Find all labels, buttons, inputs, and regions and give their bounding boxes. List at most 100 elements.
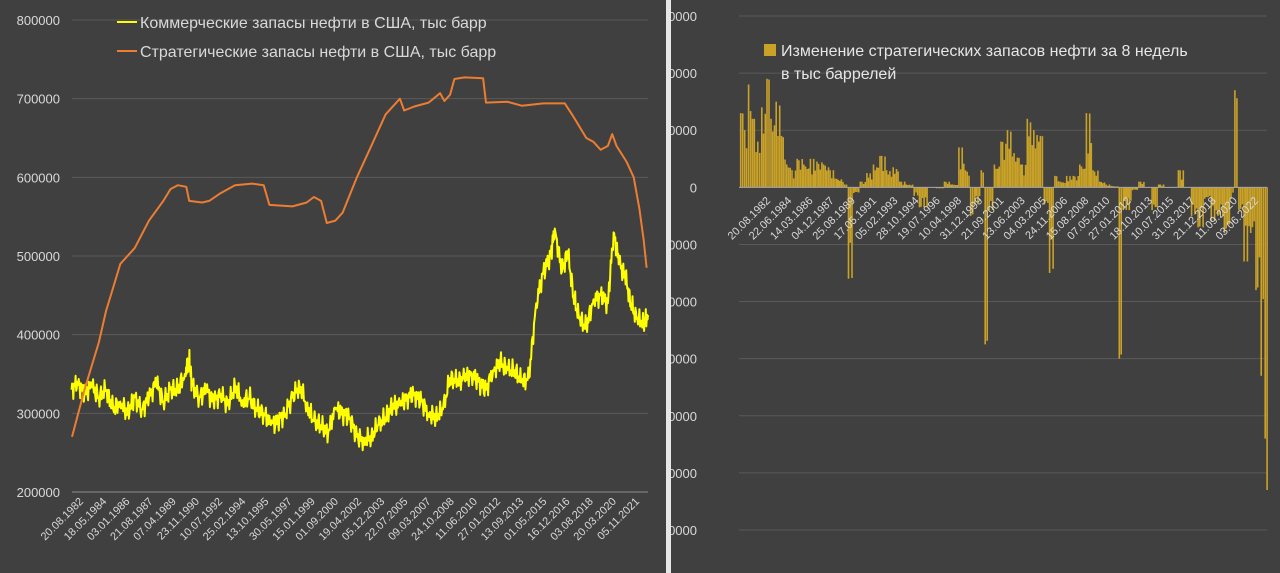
bar	[978, 187, 981, 197]
bar	[826, 170, 828, 188]
bar	[1246, 187, 1249, 262]
bar	[1236, 98, 1238, 188]
y-tick-label: 700000	[17, 92, 60, 107]
bar	[1190, 187, 1193, 216]
bar	[854, 187, 857, 192]
bar	[1157, 184, 1160, 188]
y-tick-label: 400000	[17, 328, 60, 343]
bar	[1065, 175, 1068, 188]
y-tick-label: 10000	[671, 123, 697, 138]
y-tick-label: -30000	[671, 352, 697, 367]
bar	[777, 136, 779, 188]
bar	[1205, 187, 1208, 198]
bar	[1052, 187, 1054, 269]
bar	[977, 187, 979, 205]
legend-label-commercial: Коммерческие запасы нефти в США, тыс бар…	[140, 15, 487, 32]
bar	[1199, 187, 1201, 227]
bar	[911, 184, 914, 188]
bar	[975, 187, 978, 197]
bar	[1264, 187, 1266, 439]
bar	[1245, 187, 1247, 226]
bar	[780, 135, 783, 188]
bar	[1054, 175, 1056, 188]
bar	[869, 173, 871, 188]
commercial-stocks-line	[70, 227, 649, 452]
bar	[1047, 187, 1049, 203]
bar	[739, 113, 742, 188]
bar	[814, 170, 817, 188]
bar	[907, 185, 909, 188]
bar	[953, 184, 955, 188]
bar	[1041, 136, 1044, 188]
bar	[1028, 136, 1030, 188]
bar	[1024, 164, 1027, 188]
bar	[1153, 187, 1155, 205]
y-tick-label: -50000	[671, 466, 697, 481]
bar	[1218, 187, 1221, 215]
y-tick-label: 30000	[671, 9, 697, 24]
bar	[908, 184, 911, 188]
bar	[900, 181, 903, 188]
bar	[990, 187, 992, 202]
bar	[837, 179, 839, 188]
bar	[1262, 187, 1264, 300]
y-tick-label: -20000	[671, 295, 697, 310]
bar	[829, 170, 831, 188]
bar	[1141, 183, 1144, 188]
bar	[784, 159, 786, 188]
bar	[884, 156, 886, 188]
bar	[882, 171, 885, 188]
bar	[812, 158, 815, 188]
line-chart-svg: 800000 700000 600000 500000 400000 300000 2000…	[17, 13, 649, 543]
bar	[853, 187, 855, 193]
bar	[1077, 176, 1079, 188]
bar	[1179, 170, 1181, 188]
bar	[1107, 185, 1109, 188]
bar	[1095, 175, 1098, 188]
bar	[1069, 176, 1071, 188]
y-tick-label: 300000	[17, 406, 60, 421]
bar	[1182, 170, 1185, 188]
bar	[1050, 187, 1053, 240]
bar	[782, 137, 784, 188]
bar	[871, 179, 873, 188]
bar	[1215, 187, 1217, 211]
bar	[1093, 171, 1096, 188]
bar	[1243, 187, 1245, 262]
bar	[1159, 184, 1162, 188]
bar	[984, 187, 986, 345]
bar	[1136, 187, 1139, 190]
bar	[903, 181, 906, 188]
bar	[1018, 157, 1020, 188]
bar	[1055, 176, 1058, 188]
bar	[902, 184, 904, 188]
bar	[1110, 185, 1112, 188]
bar	[809, 158, 812, 188]
bar	[761, 107, 763, 188]
bar	[1239, 187, 1242, 209]
bar	[1238, 187, 1240, 211]
bar	[921, 187, 924, 198]
bar	[924, 187, 927, 198]
bar	[1097, 170, 1099, 188]
bar	[1139, 181, 1142, 188]
bar	[1202, 187, 1204, 228]
y-tick-label: -10000	[671, 237, 697, 252]
bar	[880, 155, 883, 188]
bar	[1223, 187, 1226, 233]
bar	[1154, 187, 1157, 208]
y-tick-label: 500000	[17, 249, 60, 264]
bar	[1177, 170, 1180, 188]
bar	[916, 187, 919, 196]
bar	[1103, 182, 1106, 188]
bar	[824, 165, 826, 188]
bar	[945, 181, 947, 188]
bar	[879, 155, 881, 188]
bar	[971, 187, 974, 215]
bar	[963, 163, 965, 188]
bar	[943, 181, 946, 188]
bar	[811, 174, 813, 188]
bar	[915, 187, 917, 193]
bar	[1210, 187, 1213, 222]
bar	[1034, 148, 1037, 188]
